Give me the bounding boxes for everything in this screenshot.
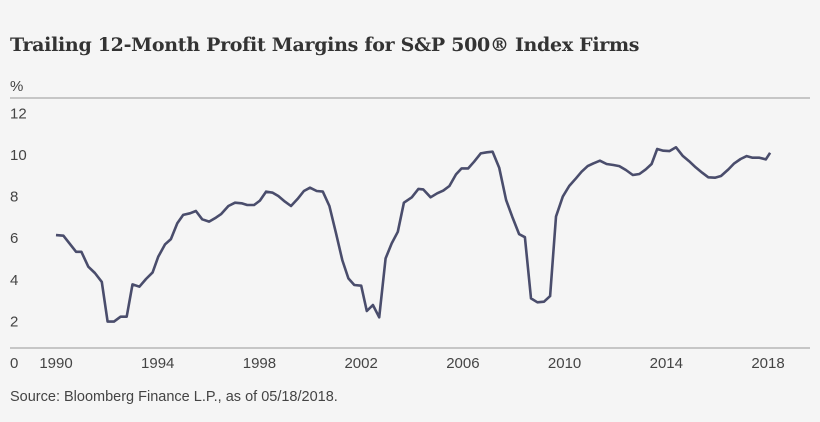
y-tick-label: 10 bbox=[10, 147, 27, 164]
data-points bbox=[55, 147, 771, 322]
x-tick-label: 1990 bbox=[39, 355, 72, 372]
x-tick-label: 1994 bbox=[141, 355, 174, 372]
x-tick-label: 2002 bbox=[344, 355, 377, 372]
x-tick-label: 2006 bbox=[446, 355, 479, 372]
y-tick-label: 2 bbox=[10, 313, 18, 330]
series-line-profit-margin bbox=[55, 146, 772, 323]
x-tick-label: 2018 bbox=[751, 355, 784, 372]
x-tick-label: 1998 bbox=[243, 355, 276, 372]
x-tick-labels: 1990 1994 1998 2002 2006 2010 2014 2018 bbox=[39, 355, 784, 372]
source-note: Source: Bloomberg Finance L.P., as of 05… bbox=[10, 389, 338, 405]
y-tick-label: 12 bbox=[10, 105, 27, 122]
y-tick-label: 4 bbox=[10, 272, 18, 289]
y-tick-label: 6 bbox=[10, 230, 18, 247]
y-axis-unit-label: % bbox=[10, 78, 23, 95]
x-tick-label: 2010 bbox=[548, 355, 581, 372]
x-tick-label: 2014 bbox=[650, 355, 683, 372]
y-tick-label: 0 bbox=[10, 355, 18, 372]
y-tick-label: 8 bbox=[10, 189, 18, 206]
chart-title: Trailing 12-Month Profit Margins for S&P… bbox=[10, 34, 640, 56]
y-tick-labels: 0 2 4 6 8 10 12 bbox=[10, 105, 27, 372]
